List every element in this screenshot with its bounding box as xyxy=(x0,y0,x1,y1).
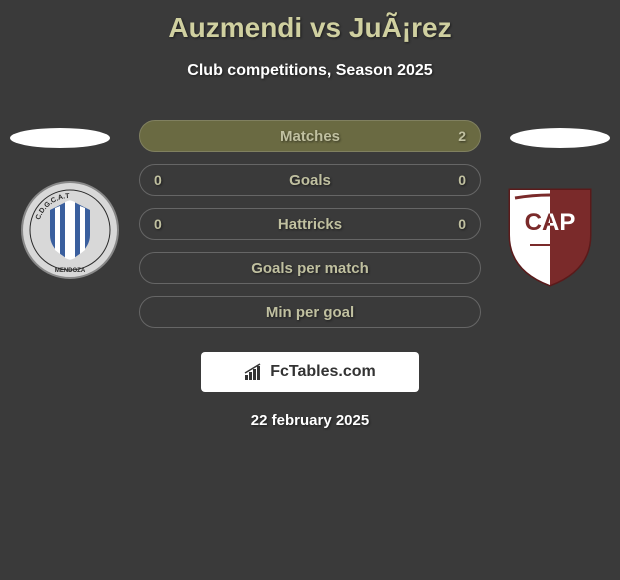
subtitle: Club competitions, Season 2025 xyxy=(0,62,620,80)
stat-left-value: 0 xyxy=(154,216,162,232)
stat-right-value: 2 xyxy=(458,128,466,144)
stat-row-hattricks: 0 Hattricks 0 xyxy=(139,208,481,240)
avatar-left-placeholder xyxy=(10,128,110,148)
stat-label: Goals xyxy=(289,172,331,189)
page-title: Auzmendi vs JuÃ¡rez xyxy=(0,0,620,44)
stat-row-goals-per-match: Goals per match xyxy=(139,252,481,284)
date-text: 22 february 2025 xyxy=(0,412,620,429)
stat-label: Min per goal xyxy=(266,304,354,321)
stat-label: Hattricks xyxy=(278,216,342,233)
team-logo-left: C.D.G.C.A.T MENDOZA xyxy=(20,180,120,285)
avatar-right-placeholder xyxy=(510,128,610,148)
stat-row-goals: 0 Goals 0 xyxy=(139,164,481,196)
stat-row-matches: Matches 2 xyxy=(139,120,481,152)
stat-right-value: 0 xyxy=(458,172,466,188)
stat-row-min-per-goal: Min per goal xyxy=(139,296,481,328)
chart-icon xyxy=(244,363,266,381)
branding-text: FcTables.com xyxy=(270,363,376,381)
stats-container: Matches 2 0 Goals 0 0 Hattricks 0 Goals … xyxy=(139,120,481,328)
stat-label: Matches xyxy=(280,128,340,145)
stat-right-value: 0 xyxy=(458,216,466,232)
svg-text:MENDOZA: MENDOZA xyxy=(55,268,86,274)
stat-left-value: 0 xyxy=(154,172,162,188)
branding-badge: FcTables.com xyxy=(201,352,419,392)
team-logo-right: CAP CAP xyxy=(500,180,600,295)
stat-label: Goals per match xyxy=(251,260,369,277)
platense-logo-icon: CAP CAP xyxy=(500,180,600,290)
godoy-cruz-logo-icon: C.D.G.C.A.T MENDOZA xyxy=(20,180,120,280)
